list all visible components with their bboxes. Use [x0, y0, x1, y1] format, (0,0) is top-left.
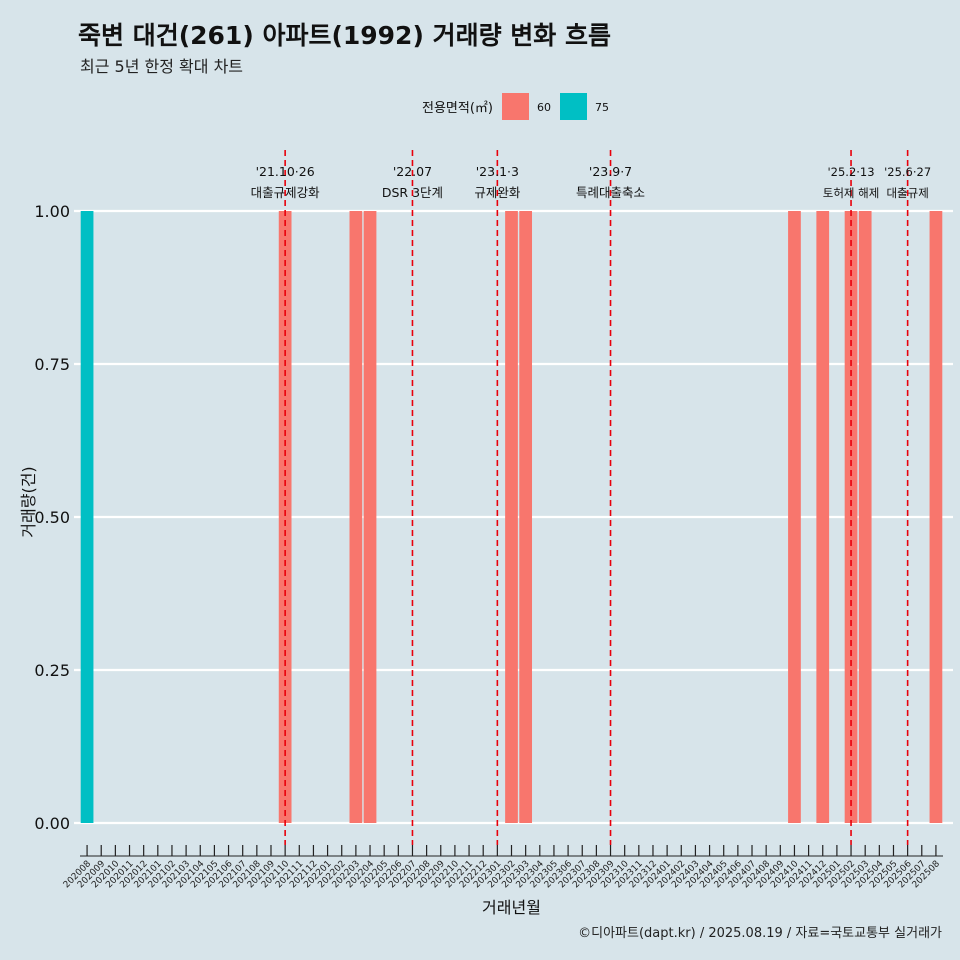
bar-60-202303	[519, 211, 533, 823]
y-axis-title: 거래량(건)	[19, 466, 38, 537]
event-date-label: '23.1·3	[476, 164, 519, 179]
legend-swatch-60	[502, 93, 529, 120]
bar-60-202110	[278, 211, 292, 823]
legend-label-75: 75	[595, 101, 609, 114]
legend-title: 전용면적(㎡)	[422, 101, 493, 116]
y-tick-label: 0.25	[34, 661, 70, 680]
event-date-label: '22.07	[393, 164, 432, 179]
bar-75-202008	[80, 211, 94, 823]
x-axis-title: 거래년월	[482, 898, 541, 917]
bar-60-202502	[844, 211, 858, 823]
bar-60-202503	[858, 211, 872, 823]
event-name-label: 대출규제	[886, 186, 928, 200]
event-name-label: 특례대출축소	[576, 185, 645, 200]
y-tick-label: 0.75	[34, 355, 70, 374]
bar-60-202412	[816, 211, 830, 823]
bar-60-202302	[505, 211, 518, 823]
event-name-label: DSR 3단계	[382, 185, 443, 200]
y-tick-label: 0.00	[34, 814, 70, 833]
event-date-label: '21.10·26	[256, 164, 315, 179]
bar-60-202410	[788, 211, 801, 823]
bar-60-202204	[363, 211, 377, 823]
chart-title: 죽변 대건(261) 아파트(1992) 거래량 변화 흐름	[78, 21, 611, 50]
event-date-label: '25.6·27	[884, 165, 931, 179]
legend-swatch-75	[560, 93, 587, 120]
bar-60-202508	[929, 211, 943, 823]
event-name-label: 대출규제강화	[251, 185, 321, 200]
source-caption: ©디아파트(dapt.kr) / 2025.08.19 / 자료=국토교통부 실…	[578, 926, 942, 941]
event-name-label: 토허제 해제	[823, 186, 880, 200]
y-tick-label: 1.00	[34, 202, 70, 221]
legend-label-60: 60	[537, 101, 551, 114]
y-tick-label: 0.50	[34, 508, 70, 527]
event-name-label: 규제완화	[474, 185, 521, 200]
chart-subtitle: 최근 5년 한정 확대 차트	[80, 57, 244, 76]
event-date-label: '23.9·7	[589, 164, 632, 179]
event-date-label: '25.2·13	[828, 165, 875, 179]
bar-60-202203	[349, 211, 363, 823]
